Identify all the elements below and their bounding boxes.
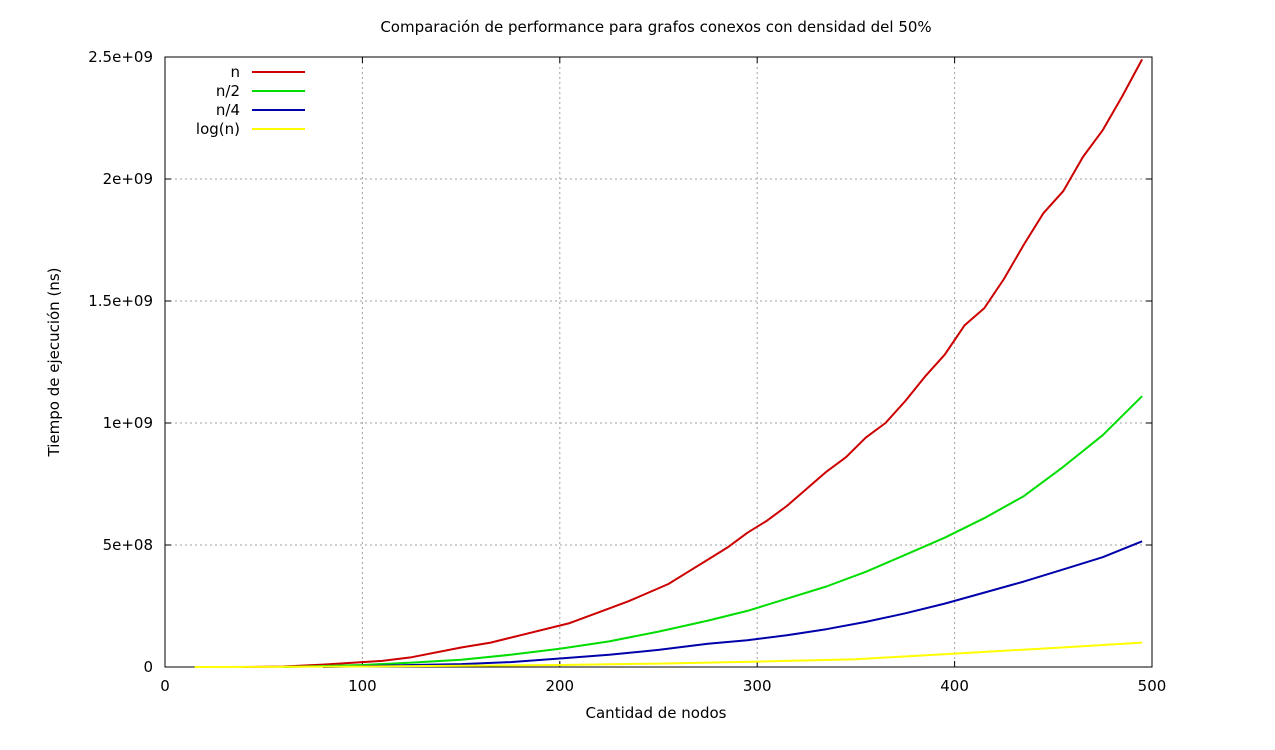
y-tick-label: 1.5e+09	[88, 292, 153, 310]
y-tick-label: 5e+08	[103, 536, 153, 554]
legend-label: log(n)	[196, 120, 240, 138]
legend-label: n	[230, 63, 240, 81]
x-tick-label: 500	[1138, 677, 1167, 695]
series-layer	[194, 58, 1143, 668]
series-line-0	[243, 58, 1143, 668]
series-line-1	[283, 395, 1143, 668]
y-tick-label: 2e+09	[103, 170, 153, 188]
x-tick-label: 100	[348, 677, 377, 695]
y-tick-label: 1e+09	[103, 414, 153, 432]
y-tick-label: 0	[143, 658, 153, 676]
plot-frame	[164, 56, 1153, 668]
legend-label: n/2	[216, 82, 240, 100]
y-axis-label: Tiempo de ejecución (ns)	[45, 268, 63, 458]
x-tick-label: 0	[160, 677, 170, 695]
x-tick-label: 300	[743, 677, 772, 695]
x-tick-label: 400	[940, 677, 969, 695]
grid-layer	[165, 57, 1152, 667]
x-axis-label: Cantidad de nodos	[586, 704, 727, 722]
x-axis: 0 100 200 300 400 500	[160, 57, 1166, 695]
y-axis: 0 5e+08 1e+09 1.5e+09 2e+09 2.5e+09	[88, 48, 1152, 676]
legend-label: n/4	[216, 101, 240, 119]
series-line-3	[194, 641, 1143, 668]
x-tick-label: 200	[545, 677, 574, 695]
y-tick-label: 2.5e+09	[88, 48, 153, 66]
series-line-2	[322, 540, 1143, 668]
chart-title: Comparación de performance para grafos c…	[380, 18, 931, 36]
